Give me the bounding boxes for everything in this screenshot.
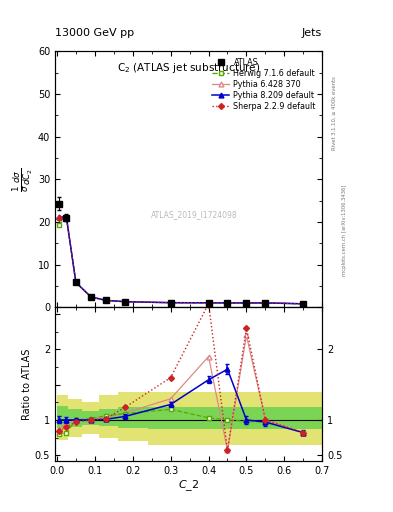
Legend: ATLAS, Herwig 7.1.6 default, Pythia 6.428 370, Pythia 8.209 default, Sherpa 2.2.: ATLAS, Herwig 7.1.6 default, Pythia 6.42… [209,55,318,113]
Text: 13000 GeV pp: 13000 GeV pp [55,28,134,38]
X-axis label: $C\_2$: $C\_2$ [178,478,199,493]
Text: Rivet 3.1.10, ≥ 400k events: Rivet 3.1.10, ≥ 400k events [332,76,337,150]
Text: Jets: Jets [302,28,322,38]
Y-axis label: $\frac{1}{\sigma}\frac{d\sigma}{dC_2}$: $\frac{1}{\sigma}\frac{d\sigma}{dC_2}$ [12,167,35,191]
Y-axis label: Ratio to ATLAS: Ratio to ATLAS [22,348,32,420]
Text: mcplots.cern.ch [arXiv:1306.3436]: mcplots.cern.ch [arXiv:1306.3436] [342,185,347,276]
Text: ATLAS_2019_I1724098: ATLAS_2019_I1724098 [151,210,237,220]
Text: C$_2$ (ATLAS jet substructure): C$_2$ (ATLAS jet substructure) [117,61,260,75]
